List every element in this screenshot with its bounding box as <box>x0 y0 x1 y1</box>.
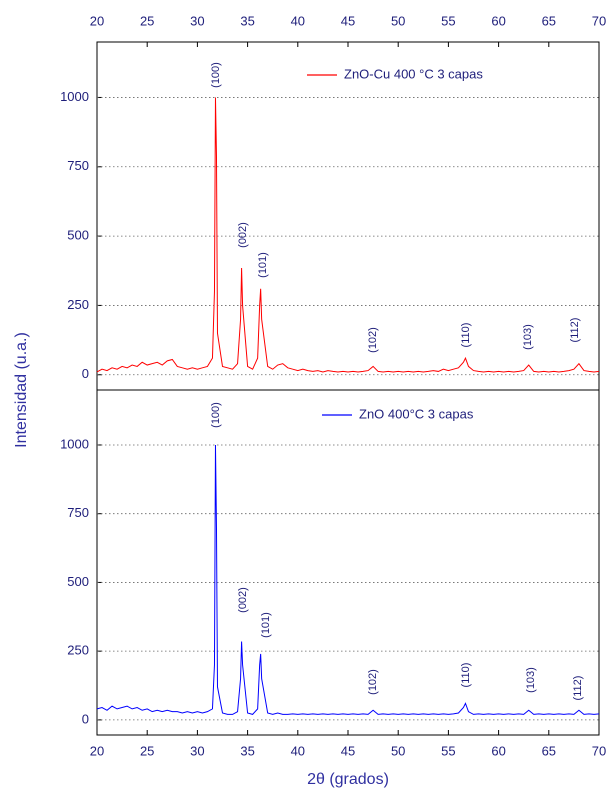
x-tick-label: 60 <box>491 743 505 758</box>
x-tick-label: 20 <box>90 13 104 28</box>
x-tick-label: 30 <box>190 13 204 28</box>
x-tick-label: 40 <box>291 13 305 28</box>
x-tick-label: 70 <box>592 743 606 758</box>
x-tick-label: 55 <box>441 13 455 28</box>
x-tick-label: 30 <box>190 743 204 758</box>
legend-label: ZnO 400°C 3 capas <box>359 406 474 421</box>
y-tick-label: 250 <box>67 297 89 312</box>
x-tick-label: 50 <box>391 13 405 28</box>
peak-label: (112) <box>569 318 581 343</box>
y-tick-label: 1000 <box>60 436 89 451</box>
peak-label: (101) <box>260 612 272 638</box>
x-tick-label: 25 <box>140 13 154 28</box>
y-tick-label: 0 <box>82 366 89 381</box>
x-tick-label: 60 <box>491 13 505 28</box>
legend-label: ZnO-Cu 400 °C 3 capas <box>344 66 483 81</box>
x-tick-label: 35 <box>240 13 254 28</box>
y-axis-label: Intensidad (u.a.) <box>13 332 30 448</box>
x-axis-label: 2θ (grados) <box>307 771 389 788</box>
peak-label: (100) <box>210 402 222 428</box>
peak-label: (002) <box>237 222 249 248</box>
peak-label: (002) <box>237 587 249 613</box>
y-tick-label: 0 <box>82 711 89 726</box>
x-tick-label: 40 <box>291 743 305 758</box>
x-tick-label: 20 <box>90 743 104 758</box>
peak-label: (103) <box>522 324 534 350</box>
x-tick-label: 45 <box>341 743 355 758</box>
peak-label: (103) <box>525 667 537 693</box>
x-tick-label: 25 <box>140 743 154 758</box>
data-line <box>96 444 600 715</box>
peak-label: (112) <box>572 676 584 701</box>
data-line <box>96 97 600 373</box>
y-tick-label: 500 <box>67 228 89 243</box>
x-tick-label: 70 <box>592 13 606 28</box>
peak-label: (110) <box>460 663 472 688</box>
y-tick-label: 750 <box>67 158 89 173</box>
x-tick-label: 65 <box>542 743 556 758</box>
peak-label: (110) <box>460 323 472 348</box>
x-tick-label: 35 <box>240 743 254 758</box>
x-tick-label: 45 <box>341 13 355 28</box>
peak-label: (102) <box>367 669 379 695</box>
y-tick-label: 250 <box>67 643 89 658</box>
y-tick-label: 750 <box>67 505 89 520</box>
plot-frame <box>96 389 600 736</box>
peak-label: (102) <box>367 327 379 353</box>
peak-label: (100) <box>210 62 222 88</box>
x-tick-label: 55 <box>441 743 455 758</box>
y-tick-label: 500 <box>67 574 89 589</box>
x-tick-label: 65 <box>542 13 556 28</box>
y-tick-label: 1000 <box>60 89 89 104</box>
peak-label: (101) <box>257 252 269 278</box>
x-tick-label: 50 <box>391 743 405 758</box>
